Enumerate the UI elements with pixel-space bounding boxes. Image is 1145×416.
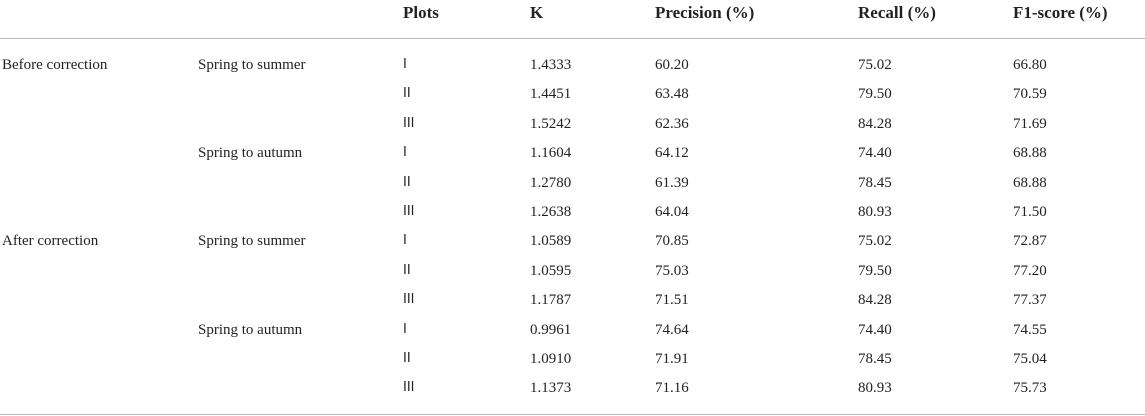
value-cell: 71.91 bbox=[655, 351, 689, 367]
value-cell: 78.45 bbox=[858, 174, 892, 191]
value-cell: 77.37 bbox=[1013, 292, 1047, 309]
value-cell: 77.20 bbox=[1013, 262, 1047, 279]
value-cell: 70.85 bbox=[655, 233, 689, 250]
plot-label: I bbox=[403, 321, 407, 337]
value-cell: 71.50 bbox=[1013, 204, 1047, 220]
value-cell: 0.9961 bbox=[530, 321, 572, 338]
value-cell: 1.1373 bbox=[530, 380, 572, 397]
value-cell: 60.20 bbox=[655, 57, 689, 73]
value-cell: 74.64 bbox=[655, 321, 689, 338]
value-cell: 1.4333 bbox=[530, 57, 572, 73]
subgroup-label: Spring to autumn bbox=[198, 321, 303, 338]
value-cell: 79.50 bbox=[858, 262, 892, 279]
value-cell: 75.04 bbox=[1013, 351, 1047, 367]
plot-label: I bbox=[403, 233, 407, 249]
plot-label: I bbox=[403, 145, 407, 161]
plot-label: II bbox=[403, 262, 411, 278]
subgroup-label: Spring to summer bbox=[198, 233, 306, 250]
column-header: K bbox=[530, 3, 544, 22]
column-header: Precision (%) bbox=[655, 3, 755, 22]
value-cell: 75.73 bbox=[1013, 380, 1047, 397]
value-cell: 62.36 bbox=[655, 115, 689, 132]
value-cell: 1.1604 bbox=[530, 145, 572, 162]
value-cell: 74.55 bbox=[1013, 321, 1047, 338]
value-cell: 84.28 bbox=[858, 292, 892, 309]
plot-label: II bbox=[403, 351, 411, 366]
value-cell: 74.40 bbox=[858, 321, 892, 338]
value-cell: 1.5242 bbox=[530, 115, 572, 132]
plot-label: III bbox=[403, 380, 415, 396]
value-cell: 1.2638 bbox=[530, 204, 572, 220]
value-cell: 1.1787 bbox=[530, 292, 572, 309]
group-label: After correction bbox=[2, 233, 99, 250]
value-cell: 68.88 bbox=[1013, 145, 1047, 162]
value-cell: 71.16 bbox=[655, 380, 689, 397]
value-cell: 80.93 bbox=[858, 204, 892, 220]
value-cell: 66.80 bbox=[1013, 57, 1047, 73]
header-rule bbox=[0, 38, 1145, 39]
plot-label: II bbox=[403, 174, 411, 190]
value-cell: 1.0595 bbox=[530, 262, 572, 279]
value-cell: 75.03 bbox=[655, 262, 689, 279]
subgroup-label: Spring to summer bbox=[198, 57, 306, 73]
value-cell: 63.48 bbox=[655, 86, 689, 103]
value-cell: 74.40 bbox=[858, 145, 892, 162]
value-cell: 1.0589 bbox=[530, 233, 572, 250]
value-cell: 75.02 bbox=[858, 57, 892, 73]
value-cell: 84.28 bbox=[858, 115, 892, 132]
value-cell: 64.04 bbox=[655, 204, 689, 220]
bottom-rule bbox=[0, 414, 1145, 415]
value-cell: 71.69 bbox=[1013, 115, 1047, 132]
value-cell: 68.88 bbox=[1013, 174, 1047, 191]
column-header: Recall (%) bbox=[858, 3, 936, 22]
column-header: Plots bbox=[403, 3, 439, 22]
value-cell: 1.2780 bbox=[530, 174, 572, 191]
value-cell: 64.12 bbox=[655, 145, 689, 162]
plot-label: III bbox=[403, 115, 415, 131]
value-cell: 61.39 bbox=[655, 174, 689, 191]
value-cell: 79.50 bbox=[858, 86, 892, 103]
plot-label: II bbox=[403, 86, 411, 102]
value-cell: 80.93 bbox=[858, 380, 892, 397]
subgroup-label: Spring to autumn bbox=[198, 145, 303, 162]
plot-label: I bbox=[403, 57, 407, 72]
value-cell: 1.0910 bbox=[530, 351, 572, 367]
column-header: F1-score (%) bbox=[1013, 3, 1108, 22]
plot-label: III bbox=[403, 204, 415, 219]
value-cell: 1.4451 bbox=[530, 86, 572, 103]
value-cell: 70.59 bbox=[1013, 86, 1047, 103]
group-label: Before correction bbox=[2, 57, 108, 73]
value-cell: 72.87 bbox=[1013, 233, 1047, 250]
value-cell: 71.51 bbox=[655, 292, 689, 309]
plot-label: III bbox=[403, 292, 415, 308]
value-cell: 75.02 bbox=[858, 233, 892, 250]
value-cell: 78.45 bbox=[858, 351, 892, 367]
